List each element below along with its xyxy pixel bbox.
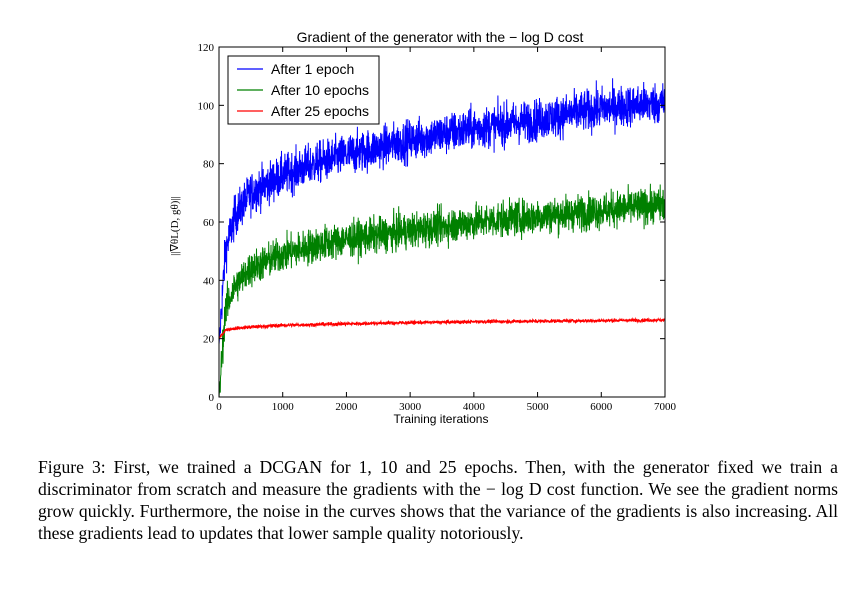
x-tick-label: 5000 [527,401,550,413]
x-tick-label: 0 [216,401,222,413]
y-tick-label: 80 [203,159,215,171]
x-axis-label: Training iterations [394,412,489,426]
legend-label-2: After 10 epochs [271,82,369,98]
x-tick-label: 2000 [335,401,358,413]
legend-label-3: After 25 epochs [271,103,369,119]
y-axis-label: ||∇θL(D, gθ)|| [169,196,181,256]
y-tick-label: 0 [209,392,215,404]
figure-caption: Figure 3: First, we trained a DCGAN for … [38,457,838,543]
series-line-3 [218,316,666,339]
axes-layer: 0 1000 2000 3000 4000 5000 6000 7000 0 20 40 60 80 10… [198,42,677,413]
x-tick-label: 4000 [463,401,486,413]
x-tick-label: 7000 [654,401,677,413]
y-tick-label: 100 [198,100,215,112]
y-tick-label: 120 [198,42,215,54]
series-line-2 [218,183,666,398]
series-line-1 [218,78,666,345]
chart: Gradient of the generator with the − log… [169,29,677,426]
legend: After 1 epoch After 10 epochs After 25 epo… [227,55,380,125]
chart-title: Gradient of the generator with the − log… [297,29,584,45]
y-tick-label: 20 [203,334,215,346]
y-tick-label: 60 [203,217,215,229]
y-tick-label: 40 [203,275,215,287]
x-tick-label: 6000 [590,401,613,413]
x-tick-label: 3000 [399,401,422,413]
legend-label-1: After 1 epoch [271,61,354,77]
series-layer [218,78,666,398]
x-tick-label: 1000 [272,401,295,413]
